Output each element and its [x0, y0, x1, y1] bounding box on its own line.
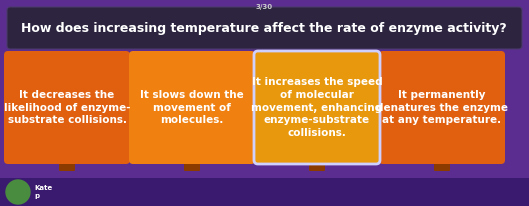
FancyBboxPatch shape	[379, 51, 505, 164]
FancyBboxPatch shape	[434, 159, 450, 171]
Text: It permanently
denatures the enzyme
at any temperature.: It permanently denatures the enzyme at a…	[376, 90, 508, 125]
Text: It slows down the
movement of
molecules.: It slows down the movement of molecules.	[140, 90, 244, 125]
Text: It increases the speed
of molecular
movement, enhancing
enzyme-substrate
collisi: It increases the speed of molecular move…	[251, 77, 382, 138]
Circle shape	[6, 180, 30, 204]
FancyBboxPatch shape	[0, 178, 529, 206]
FancyBboxPatch shape	[309, 159, 325, 171]
FancyBboxPatch shape	[254, 51, 380, 164]
Text: It decreases the
likelihood of enzyme-
substrate collisions.: It decreases the likelihood of enzyme- s…	[4, 90, 130, 125]
FancyBboxPatch shape	[184, 159, 200, 171]
Text: Kate
p: Kate p	[34, 185, 52, 199]
Text: 3/30: 3/30	[256, 4, 272, 10]
FancyBboxPatch shape	[59, 159, 75, 171]
Text: How does increasing temperature affect the rate of enzyme activity?: How does increasing temperature affect t…	[21, 21, 507, 34]
FancyBboxPatch shape	[129, 51, 255, 164]
FancyBboxPatch shape	[7, 7, 522, 49]
FancyBboxPatch shape	[4, 51, 130, 164]
